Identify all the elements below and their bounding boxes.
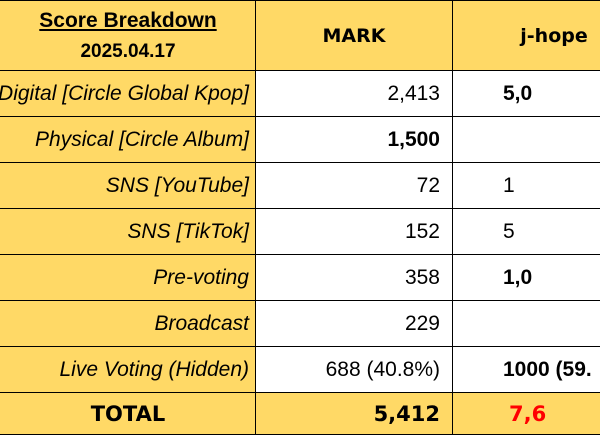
jhope-score-cell[interactable] bbox=[452, 116, 600, 163]
header-row: Score Breakdown 2025.04.17 MARK j-hope bbox=[0, 0, 600, 71]
total-label-cell[interactable]: TOTAL bbox=[0, 392, 256, 435]
mark-score-cell[interactable]: 152 bbox=[255, 208, 453, 255]
row-label-cell[interactable]: Physical [Circle Album] bbox=[0, 116, 256, 163]
table-row: SNS [TikTok] 152 5 bbox=[0, 208, 600, 255]
jhope-score-cell[interactable]: 1 bbox=[452, 162, 600, 209]
table-row: Physical [Circle Album] 1,500 bbox=[0, 116, 600, 163]
column-header-jhope[interactable]: j-hope bbox=[452, 0, 600, 71]
jhope-score-cell[interactable]: 1000 (59. bbox=[452, 346, 600, 393]
total-mark-cell[interactable]: 5,412 bbox=[255, 392, 453, 435]
row-label-cell[interactable]: SNS [YouTube] bbox=[0, 162, 256, 209]
mark-score-cell[interactable]: 1,500 bbox=[255, 116, 453, 163]
mark-score-cell[interactable]: 2,413 bbox=[255, 70, 453, 117]
jhope-score-cell[interactable]: 5 bbox=[452, 208, 600, 255]
mark-score-cell[interactable]: 358 bbox=[255, 254, 453, 301]
table-date: 2025.04.17 bbox=[80, 40, 176, 62]
jhope-score-cell[interactable] bbox=[452, 300, 600, 347]
row-label-cell[interactable]: Broadcast bbox=[0, 300, 256, 347]
header-title-cell[interactable]: Score Breakdown 2025.04.17 bbox=[0, 0, 256, 71]
table-title: Score Breakdown bbox=[39, 8, 217, 32]
row-label-cell[interactable]: Pre-voting bbox=[0, 254, 256, 301]
total-jhope-cell[interactable]: 7,6 bbox=[452, 392, 600, 435]
total-row: TOTAL 5,412 7,6 bbox=[0, 392, 600, 435]
table-row: Pre-voting 358 1,0 bbox=[0, 254, 600, 301]
jhope-score-cell[interactable]: 1,0 bbox=[452, 254, 600, 301]
row-label-cell[interactable]: Live Voting (Hidden) bbox=[0, 346, 256, 393]
jhope-score-cell[interactable]: 5,0 bbox=[452, 70, 600, 117]
table-row: Live Voting (Hidden) 688 (40.8%) 1000 (59. bbox=[0, 346, 600, 393]
table-row: Broadcast 229 bbox=[0, 300, 600, 347]
row-label-cell[interactable]: Digital [Circle Global Kpop] bbox=[0, 70, 256, 117]
table-row: Digital [Circle Global Kpop] 2,413 5,0 bbox=[0, 70, 600, 117]
row-label-cell[interactable]: SNS [TikTok] bbox=[0, 208, 256, 255]
mark-score-cell[interactable]: 72 bbox=[255, 162, 453, 209]
mark-score-cell[interactable]: 688 (40.8%) bbox=[255, 346, 453, 393]
table-row: SNS [YouTube] 72 1 bbox=[0, 162, 600, 209]
mark-score-cell[interactable]: 229 bbox=[255, 300, 453, 347]
column-header-mark[interactable]: MARK bbox=[255, 0, 453, 71]
